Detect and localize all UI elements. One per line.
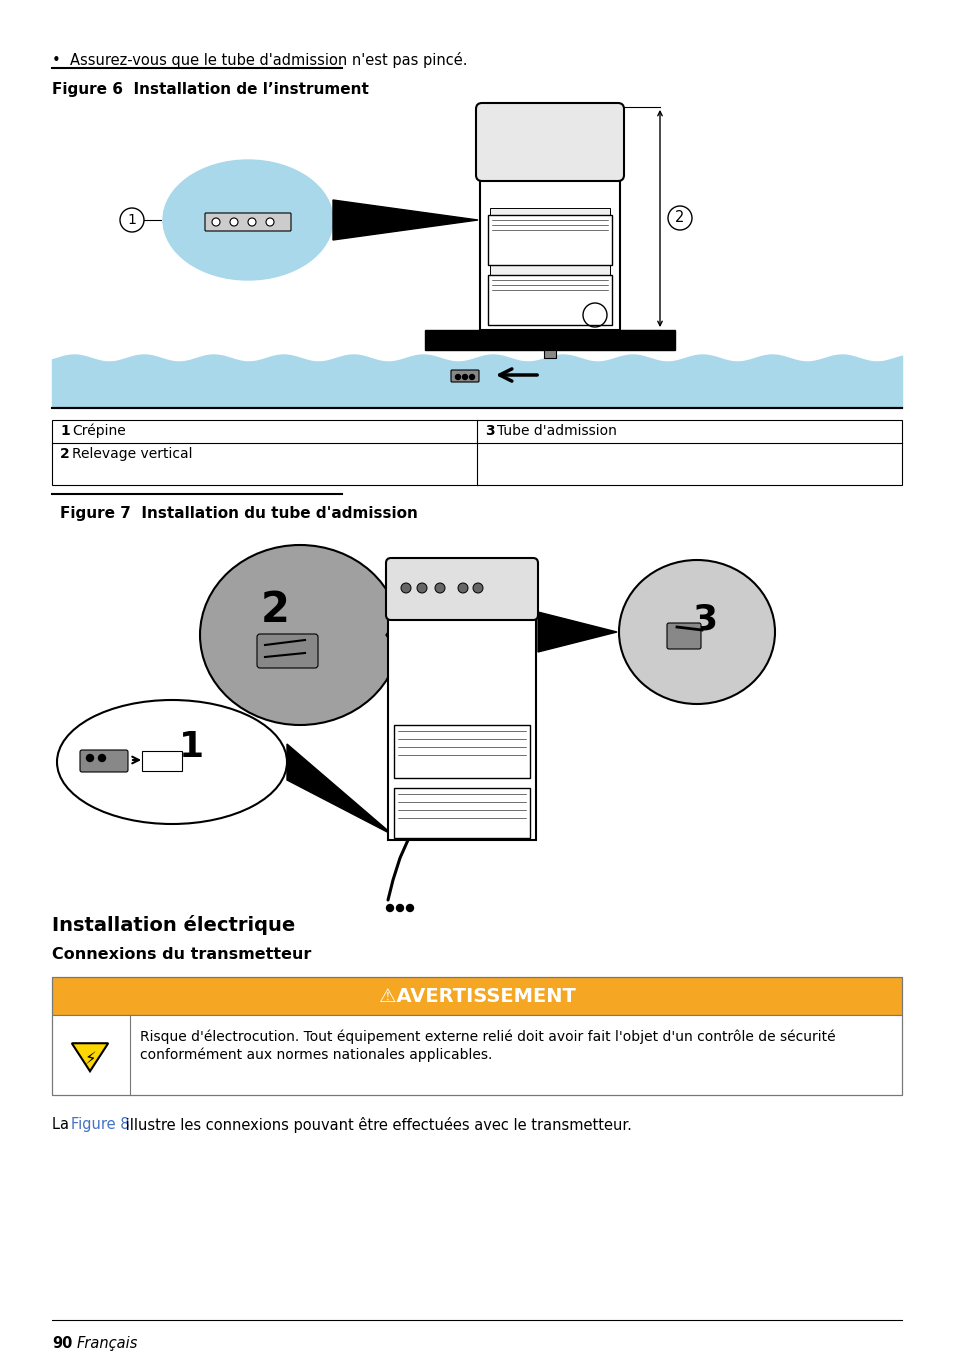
FancyBboxPatch shape [476,103,623,181]
FancyBboxPatch shape [256,634,317,668]
Circle shape [98,754,106,761]
Text: 3: 3 [590,307,598,322]
Ellipse shape [163,160,333,280]
Polygon shape [287,743,393,835]
Circle shape [473,584,482,593]
Ellipse shape [57,700,287,825]
Ellipse shape [200,546,399,724]
Text: 1: 1 [179,730,204,764]
FancyBboxPatch shape [142,751,182,770]
Bar [490,263,609,284]
Text: •  Assurez-vous que le tube d'admission n'est pas pincé.: • Assurez-vous que le tube d'admission n… [52,51,467,68]
Bar [52,978,901,1095]
Polygon shape [537,612,617,653]
FancyBboxPatch shape [666,623,700,649]
Bar [424,330,675,349]
Bar [52,978,901,1016]
Text: La: La [52,1117,73,1132]
Text: 2: 2 [675,210,684,226]
Bar [52,420,901,485]
FancyBboxPatch shape [386,558,537,620]
Circle shape [457,584,468,593]
Bar [488,275,612,325]
Text: conformément aux normes nationales applicables.: conformément aux normes nationales appli… [140,1048,492,1063]
Text: Figure 7  Installation du tube d'admission: Figure 7 Installation du tube d'admissio… [60,506,417,521]
Circle shape [396,904,403,911]
Text: ⚡: ⚡ [84,1049,95,1068]
Polygon shape [333,200,477,240]
Text: illustre les connexions pouvant être effectuées avec le transmetteur.: illustre les connexions pouvant être eff… [121,1117,631,1133]
Circle shape [230,218,237,226]
Circle shape [400,584,411,593]
Text: Relevage vertical: Relevage vertical [71,447,193,460]
Circle shape [87,754,93,761]
Ellipse shape [618,561,774,704]
Bar [543,349,556,357]
Text: ⚠AVERTISSEMENT: ⚠AVERTISSEMENT [378,987,575,1006]
Circle shape [469,375,474,379]
FancyBboxPatch shape [205,213,291,232]
Text: 1: 1 [60,424,70,437]
Text: Tube d'admission: Tube d'admission [497,424,617,437]
Text: 90: 90 [52,1336,72,1351]
Circle shape [462,375,467,379]
Bar [490,209,609,230]
Text: Figure 8: Figure 8 [71,1117,130,1132]
Text: Français: Français [77,1336,138,1351]
Bar [488,215,612,265]
Bar [52,1016,901,1095]
FancyBboxPatch shape [80,750,128,772]
Bar [490,238,609,260]
Text: Crépine: Crépine [71,424,126,439]
Text: Risque d'électrocution. Tout équipement externe relié doit avoir fait l'objet d': Risque d'électrocution. Tout équipement … [140,1030,835,1044]
Text: 2: 2 [260,589,289,631]
Circle shape [212,218,220,226]
Circle shape [406,904,413,911]
Text: 2: 2 [60,447,70,460]
FancyBboxPatch shape [451,370,478,382]
Bar [394,724,530,779]
Text: 1: 1 [128,213,136,227]
Bar [394,788,530,838]
Circle shape [455,375,460,379]
Bar [388,561,536,839]
Polygon shape [71,1043,108,1071]
Text: Installation électrique: Installation électrique [52,915,294,936]
Text: Connexions du transmetteur: Connexions du transmetteur [52,946,311,961]
Bar [479,106,619,330]
Polygon shape [386,615,399,655]
Text: Figure 6  Installation de l’instrument: Figure 6 Installation de l’instrument [52,83,369,97]
Circle shape [266,218,274,226]
Circle shape [416,584,427,593]
Text: 3: 3 [692,603,717,636]
Text: 3: 3 [484,424,494,437]
Circle shape [386,904,393,911]
Circle shape [435,584,444,593]
Circle shape [248,218,255,226]
